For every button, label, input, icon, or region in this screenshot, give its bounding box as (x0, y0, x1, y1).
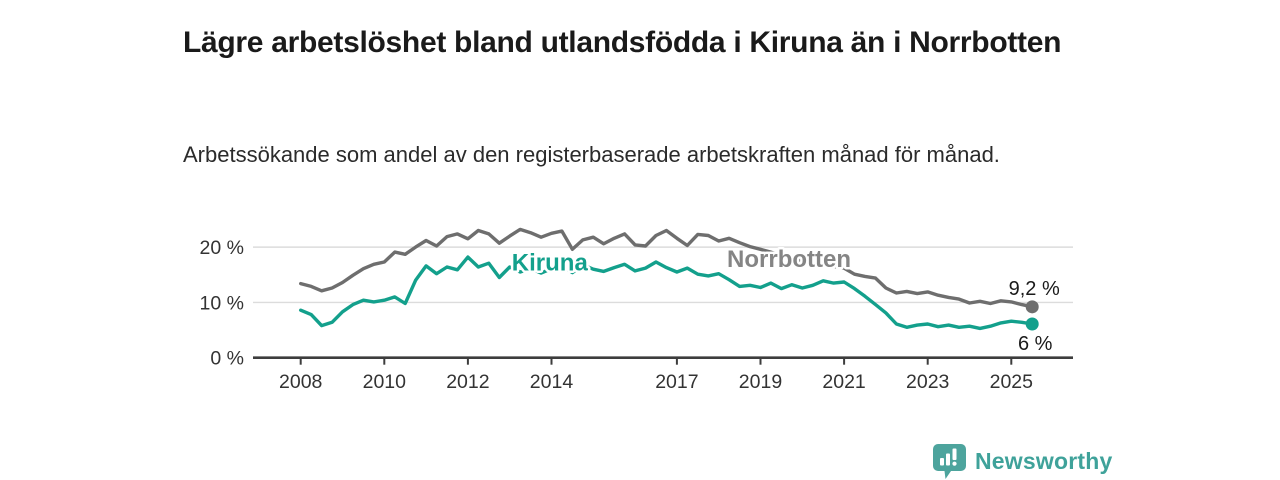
x-axis-tick-label: 2023 (906, 371, 949, 393)
newsworthy-bar-chart-bubble-icon (933, 444, 966, 479)
chart-title: Lägre arbetslöshet bland utlandsfödda i … (183, 26, 1062, 60)
series-label-norrbotten: Norrbotten (727, 246, 851, 273)
x-axis-tick-label: 2012 (446, 371, 489, 393)
x-axis-tick-label: 2017 (655, 371, 698, 393)
series-end-value-norrbotten: 9,2 % (1009, 278, 1060, 300)
newsworthy-logo: Newsworthy (933, 444, 1112, 479)
y-axis-tick-label: 10 % (200, 292, 244, 314)
x-axis-tick-label: 2025 (990, 371, 1034, 393)
x-axis-tick-label: 2019 (739, 371, 782, 393)
series-line-norrbotten (298, 227, 1034, 309)
y-axis-tick-label: 0 % (210, 348, 244, 370)
x-axis-tick-label: 2021 (822, 371, 865, 393)
x-axis-tick-label: 2014 (530, 371, 574, 393)
y-axis-tick-label: 20 % (200, 237, 244, 259)
series-line-kiruna (298, 255, 1034, 331)
series-end-value-kiruna: 6 % (1018, 333, 1053, 355)
newsworthy-logo-text: Newsworthy (975, 448, 1113, 474)
series-end-dot-kiruna (1025, 317, 1039, 331)
x-axis-tick-label: 2008 (279, 371, 322, 393)
chart-subtitle: Arbetssökande som andel av den registerb… (183, 142, 1000, 167)
x-axis-tick-label: 2010 (363, 371, 407, 393)
series-label-kiruna: Kiruna (512, 249, 589, 276)
unemployment-line-chart: 2008 2010 2012 2014 2017 2019 2021 2023 2025 0 % 1… (200, 227, 1073, 393)
series-end-dot-norrbotten (1025, 300, 1039, 314)
